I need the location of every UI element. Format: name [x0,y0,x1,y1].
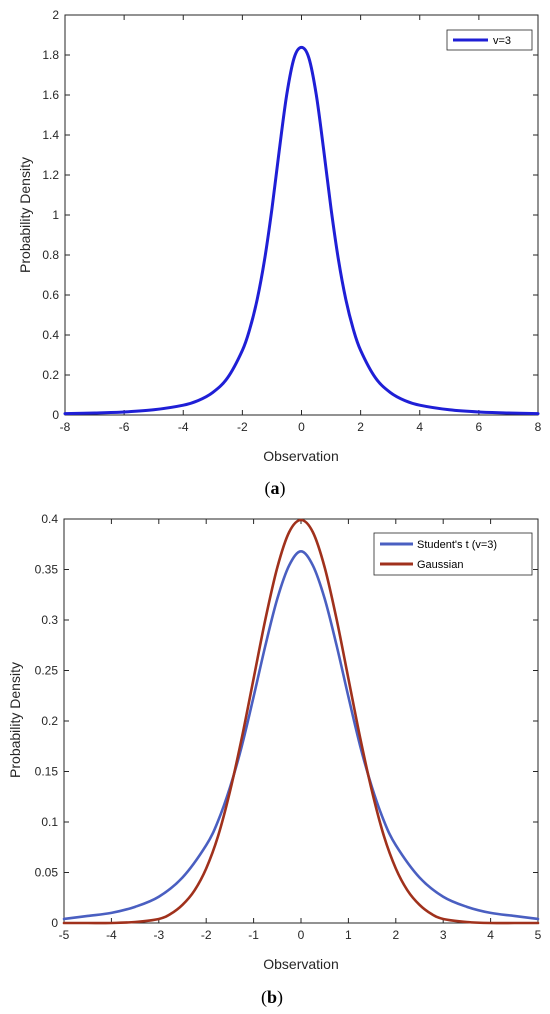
chart-b-line-student-s-t-v-3 [62,550,540,921]
chart-b-ytick-label: 0.2 [41,714,58,728]
chart-a-ytick-label: 0.2 [42,368,59,382]
chart-b-ytick-label: 0.05 [35,866,59,880]
chart-a-y-ticks: 0 0.2 0.4 0.6 0.8 1 1.2 1.4 1.6 1.8 2 [42,8,538,422]
chart-b-xtick-label: -5 [59,928,70,942]
chart-a-xtick-label: -8 [60,420,71,434]
chart-a-series [63,45,540,416]
chart-b-series [62,518,540,925]
chart-a-xtick-label: -2 [237,420,248,434]
chart-a-legend-box [446,29,533,51]
caption-a-open: ( [265,478,271,499]
chart-a-xtick-label: 4 [416,420,423,434]
chart-a-line-v-3 [63,45,540,416]
chart-a-legend-label-v3: v=3 [493,35,511,47]
chart-b-y-ticks: 0 0.05 0.1 0.15 0.2 0.25 0.3 0.35 0.4 [35,512,538,930]
chart-b: 0 0.05 0.1 0.15 0.2 0.25 0.3 0.35 0.4 -5 -4 -3 -2 -1… [7,512,542,1008]
chart-b-ytick-label: 0.35 [35,563,59,577]
chart-a-ytick-label: 1.6 [42,88,59,102]
chart-a-xtick-label: -4 [178,420,189,434]
chart-a-xtick-label: 2 [357,420,364,434]
chart-a-xtick-label: -6 [119,420,130,434]
chart-b-ytick-label: 0.25 [35,664,59,678]
chart-b-xtick-label: -1 [248,928,259,942]
caption-b-letter: b [267,987,277,1007]
chart-b-xtick-label: -2 [201,928,212,942]
chart-b-ytick-label: 0.3 [41,613,58,627]
chart-b-xtick-label: 3 [440,928,447,942]
chart-b-ytick-label: 0 [51,916,58,930]
chart-a-ytick-label: 2 [52,8,59,22]
chart-b-xtick-label: 4 [487,928,494,942]
chart-b-legend-label-student-t: Student's t (v=3) [417,539,497,551]
caption-a-close: ) [280,478,286,499]
chart-b-xtick-label: 1 [345,928,352,942]
caption-a: (a) [265,478,286,499]
chart-a-xtick-label: 8 [535,420,542,434]
chart-b-line-gaussian [62,518,540,925]
chart-b-legend: Student's t (v=3) Gaussian [373,532,533,576]
chart-b-xtick-label: -4 [106,928,117,942]
chart-a-axes-box [64,14,539,416]
chart-a: 0 0.2 0.4 0.6 0.8 1 1.2 1.4 1.6 1.8 2 -8 -6 -4 -2 0 2 4 6… [17,8,542,499]
chart-a-ytick-label: 0.6 [42,288,59,302]
chart-a-x-ticks: -8 -6 -4 -2 0 2 4 6 8 [60,15,542,434]
chart-b-legend-label-gaussian: Gaussian [417,559,463,571]
chart-b-ytick-label: 0.4 [41,512,58,526]
chart-a-xtick-label: 6 [476,420,483,434]
chart-a-legend: v=3 [446,29,533,51]
chart-b-xtick-label: -3 [153,928,164,942]
chart-a-ytick-label: 1.4 [42,128,59,142]
chart-a-ytick-label: 1.8 [42,48,59,62]
chart-b-ylabel: Probability Density [7,662,23,778]
chart-b-axes-box [63,518,539,924]
chart-a-ytick-label: 0.8 [42,248,59,262]
chart-b-legend-box [373,532,533,576]
chart-b-xtick-label: 5 [535,928,542,942]
chart-b-ytick-label: 0.15 [35,765,59,779]
chart-b-ytick-label: 0.1 [41,815,58,829]
chart-b-x-ticks: -5 -4 -3 -2 -1 0 1 2 3 4 5 [59,519,542,942]
chart-b-xtick-label: 0 [298,928,305,942]
chart-a-ylabel: Probability Density [17,157,33,273]
chart-a-ytick-label: 0 [52,408,59,422]
caption-b: (b) [261,987,283,1008]
chart-a-xtick-label: 0 [298,420,305,434]
caption-b-close: ) [277,987,283,1008]
caption-b-open: ( [261,987,267,1008]
caption-a-letter: a [271,478,280,498]
chart-b-xlabel: Observation [263,956,338,972]
chart-a-ytick-label: 1.2 [42,168,59,182]
chart-a-ytick-label: 0.4 [42,328,59,342]
chart-a-xlabel: Observation [263,448,338,464]
chart-a-ytick-label: 1 [52,208,59,222]
chart-b-xtick-label: 2 [392,928,399,942]
